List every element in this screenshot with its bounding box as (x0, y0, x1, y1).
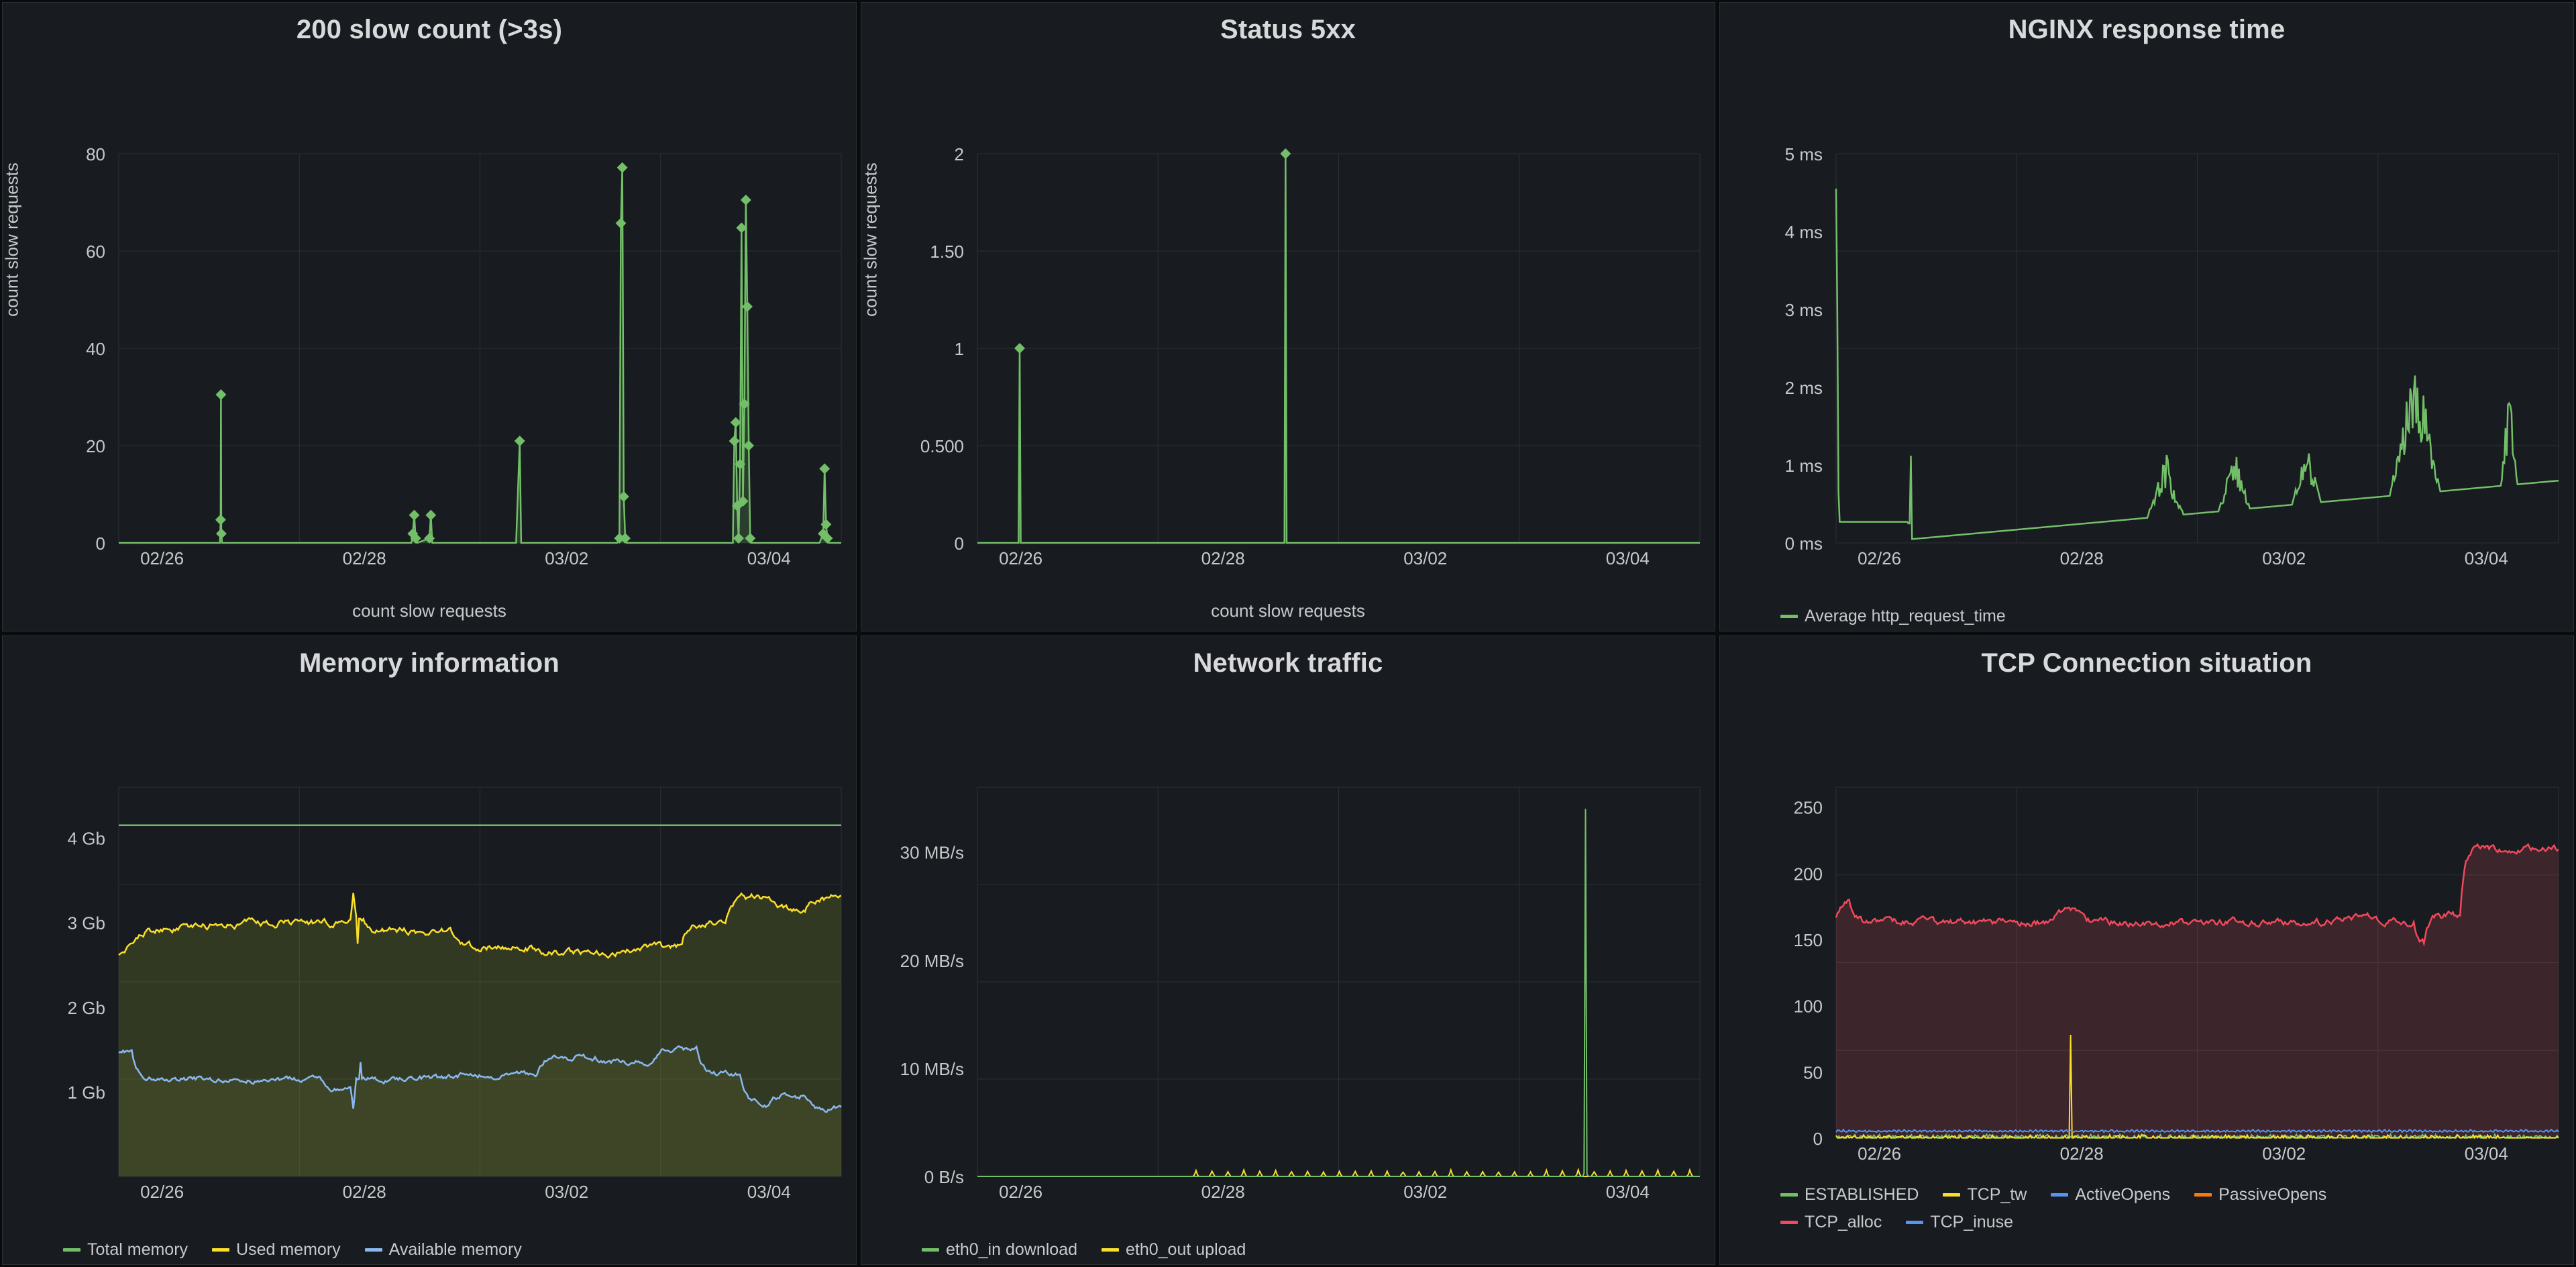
svg-text:20: 20 (86, 436, 105, 456)
svg-text:03/04: 03/04 (1606, 1182, 1650, 1202)
svg-text:03/04: 03/04 (1606, 548, 1650, 568)
svg-text:80: 80 (86, 144, 105, 164)
svg-text:03/02: 03/02 (1403, 548, 1447, 568)
svg-text:03/04: 03/04 (2465, 548, 2508, 568)
svg-text:0 B/s: 0 B/s (924, 1167, 964, 1187)
svg-text:02/26: 02/26 (999, 1182, 1042, 1202)
svg-text:2 ms: 2 ms (1785, 378, 1823, 398)
svg-text:02/28: 02/28 (343, 548, 386, 568)
svg-text:02/28: 02/28 (2060, 1144, 2104, 1164)
svg-text:50: 50 (1803, 1062, 1823, 1082)
svg-text:02/28: 02/28 (1201, 1182, 1245, 1202)
svg-text:0: 0 (955, 534, 964, 554)
svg-text:40: 40 (86, 339, 105, 359)
svg-text:100: 100 (1794, 997, 1823, 1017)
svg-text:250: 250 (1794, 798, 1823, 818)
svg-text:03/02: 03/02 (1403, 1182, 1447, 1202)
svg-text:2 Gb: 2 Gb (68, 998, 105, 1018)
svg-text:4 Gb: 4 Gb (68, 829, 105, 849)
svg-text:03/04: 03/04 (2465, 1144, 2508, 1164)
svg-text:150: 150 (1794, 930, 1823, 950)
svg-text:03/04: 03/04 (747, 548, 791, 568)
svg-text:03/04: 03/04 (747, 1182, 791, 1202)
svg-text:60: 60 (86, 242, 105, 262)
svg-text:1: 1 (955, 339, 964, 359)
svg-text:0: 0 (96, 534, 105, 554)
svg-text:1.50: 1.50 (930, 242, 964, 262)
svg-text:3 Gb: 3 Gb (68, 913, 105, 933)
svg-text:03/02: 03/02 (2262, 1144, 2306, 1164)
svg-text:4 ms: 4 ms (1785, 222, 1823, 242)
svg-text:03/02: 03/02 (545, 548, 588, 568)
svg-text:02/26: 02/26 (999, 548, 1042, 568)
svg-text:03/02: 03/02 (545, 1182, 588, 1202)
svg-text:0: 0 (1813, 1129, 1823, 1149)
svg-text:1 Gb: 1 Gb (68, 1082, 105, 1103)
svg-text:02/28: 02/28 (1201, 548, 1245, 568)
svg-text:1 ms: 1 ms (1785, 456, 1823, 476)
svg-text:0 ms: 0 ms (1785, 534, 1823, 554)
svg-text:03/02: 03/02 (2262, 548, 2306, 568)
svg-text:2: 2 (955, 144, 964, 164)
svg-text:5 ms: 5 ms (1785, 144, 1823, 164)
svg-text:02/26: 02/26 (1858, 1144, 1901, 1164)
svg-text:0.500: 0.500 (920, 436, 964, 456)
svg-text:30 MB/s: 30 MB/s (900, 843, 964, 863)
svg-text:02/26: 02/26 (1858, 548, 1901, 568)
svg-text:3 ms: 3 ms (1785, 300, 1823, 320)
svg-text:20 MB/s: 20 MB/s (900, 951, 964, 971)
svg-text:10 MB/s: 10 MB/s (900, 1059, 964, 1079)
svg-text:02/26: 02/26 (140, 1182, 184, 1202)
svg-text:02/28: 02/28 (343, 1182, 386, 1202)
svg-text:02/26: 02/26 (140, 548, 184, 568)
svg-text:02/28: 02/28 (2060, 548, 2104, 568)
svg-text:200: 200 (1794, 864, 1823, 884)
